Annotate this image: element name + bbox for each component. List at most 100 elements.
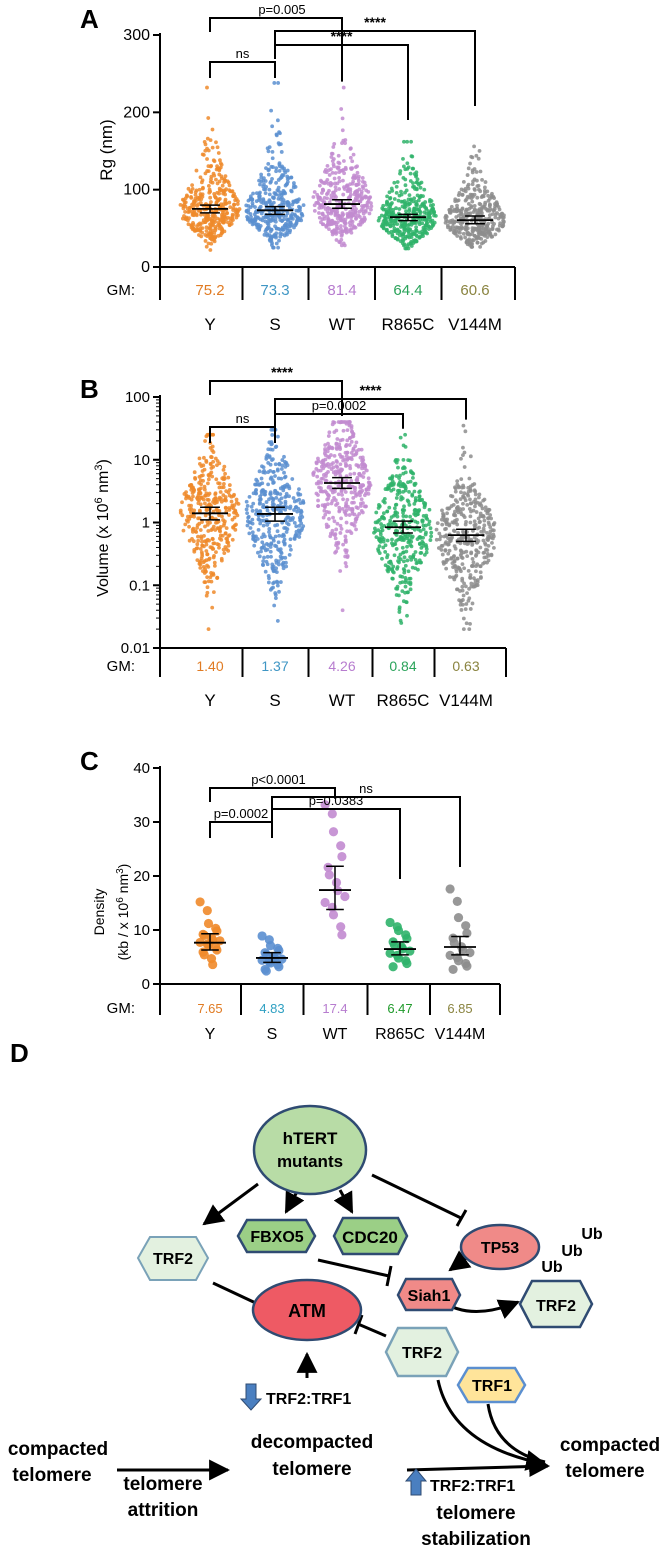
data-point-r865c (407, 231, 411, 236)
data-point-wt (357, 447, 361, 452)
data-point-v144m (473, 497, 478, 502)
arrow-trf2-compacted (436, 1379, 548, 1471)
data-point-y (215, 575, 220, 580)
data-point-y (218, 490, 223, 494)
data-point-wt (335, 501, 340, 506)
data-point-y (206, 481, 210, 486)
arrow-trf1-compacted (486, 1403, 546, 1464)
trf1-label: TRF1 (472, 1378, 512, 1395)
data-point-v144m (475, 208, 480, 213)
data-point-y (205, 136, 210, 141)
data-point-wt (329, 453, 333, 457)
data-point-r865c (385, 538, 390, 543)
data-point-r865c (395, 458, 400, 462)
data-point-v144m (475, 195, 480, 200)
data-point-s (269, 442, 274, 447)
data-point-wt (363, 504, 368, 509)
data-point-wt (342, 187, 347, 191)
data-point-v144m (496, 216, 501, 221)
data-point-wt (355, 170, 360, 175)
data-point-wt (344, 564, 349, 569)
ub-label-3: Ub (541, 1259, 563, 1276)
data-point-y (232, 202, 237, 207)
data-point-y (198, 565, 203, 570)
data-point-r865c (390, 201, 394, 205)
data-point-v144m (488, 513, 493, 517)
data-point-s (248, 520, 253, 525)
data-point-v144m (478, 570, 483, 575)
data-point-wt (323, 167, 328, 172)
data-point-s (274, 544, 279, 549)
data-point-wt (336, 542, 340, 546)
data-point-v144m (466, 598, 471, 603)
data-point-wt (327, 809, 337, 819)
significance-bracket-y-wt (209, 787, 336, 802)
gm-value-r865c: 6.47 (387, 1001, 412, 1016)
data-point-v144m (494, 200, 499, 204)
data-point-v144m (444, 213, 448, 218)
data-point-r865c (390, 537, 394, 542)
data-point-wt (360, 176, 365, 180)
data-point-v144m (473, 504, 477, 509)
ub-label-2: Ub (561, 1243, 583, 1260)
data-point-y (184, 493, 189, 498)
data-point-y (203, 918, 214, 929)
data-point-r865c (401, 489, 406, 494)
data-point-y (199, 550, 204, 555)
ub-label-1: Ub (581, 1226, 603, 1243)
data-point-y (204, 508, 209, 513)
data-point-r865c (407, 538, 412, 543)
data-point-r865c (412, 489, 417, 494)
data-point-v144m (473, 489, 478, 494)
data-point-y (210, 444, 215, 449)
data-point-s (260, 540, 265, 545)
data-point-r865c (423, 223, 428, 228)
data-point-wt (356, 213, 361, 218)
data-point-v144m (466, 568, 471, 573)
data-point-y (211, 524, 216, 529)
data-point-v144m (469, 154, 474, 159)
data-point-wt (330, 446, 335, 451)
data-point-v144m (443, 527, 447, 532)
data-point-y (209, 174, 214, 179)
data-point-wt (326, 441, 330, 446)
data-point-r865c (401, 538, 406, 543)
data-point-s (288, 544, 292, 548)
data-point-wt (344, 421, 349, 426)
data-point-v144m (472, 167, 477, 171)
data-point-s (262, 543, 266, 548)
y-tick-label: 100 (125, 389, 150, 406)
data-point-y (215, 145, 220, 150)
data-point-r865c (383, 487, 388, 491)
data-point-wt (354, 463, 359, 467)
data-point-y (200, 543, 205, 548)
compacted-right-label-2: telomere (565, 1461, 644, 1482)
data-point-v144m (475, 235, 480, 240)
data-point-y (195, 897, 205, 907)
data-point-y (212, 159, 217, 164)
data-point-y (207, 231, 212, 236)
data-point-wt (350, 159, 355, 164)
data-point-r865c (409, 544, 414, 549)
significance-bracket-y-s (209, 821, 273, 838)
data-point-v144m (486, 193, 491, 198)
data-point-v144m (462, 566, 467, 571)
data-point-s (282, 475, 287, 480)
data-point-s (282, 454, 286, 459)
data-point-v144m (468, 621, 472, 626)
data-point-r865c (397, 607, 402, 612)
tp53-label: TP53 (481, 1240, 519, 1257)
data-point-s (297, 535, 302, 539)
data-point-y (225, 210, 229, 215)
significance-bracket-s-v144m (274, 398, 467, 420)
data-point-y (203, 501, 207, 506)
data-point-wt (331, 877, 342, 888)
data-point-y (206, 148, 211, 153)
data-point-v144m (465, 242, 470, 247)
data-point-r865c (374, 510, 379, 515)
data-point-wt (359, 497, 364, 502)
category-label-v144m: V144M (435, 1026, 486, 1043)
data-point-s (273, 219, 278, 224)
data-point-s (257, 501, 262, 506)
